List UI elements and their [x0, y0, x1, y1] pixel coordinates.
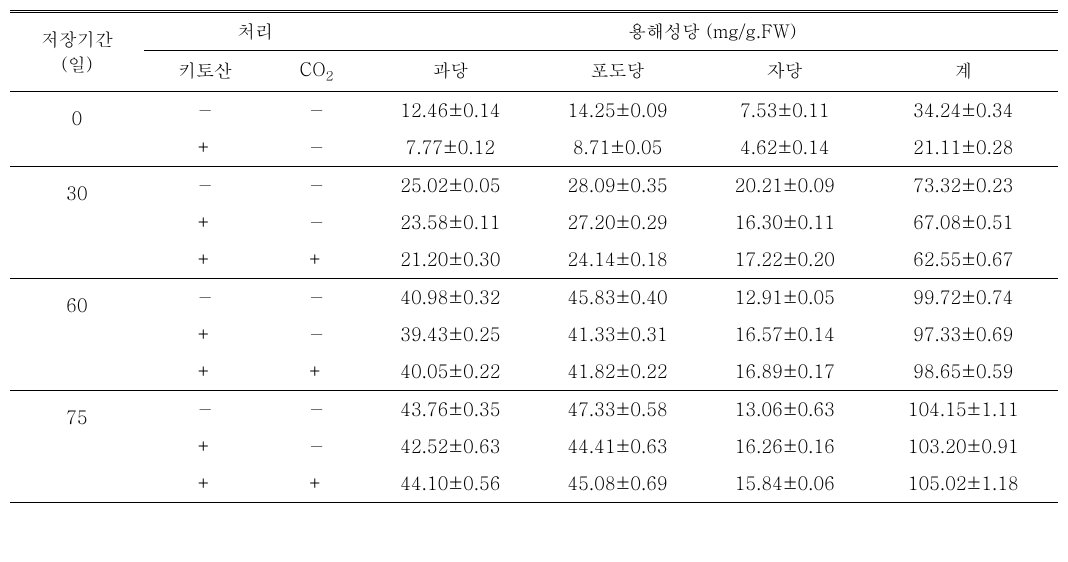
table-row: 0−−12.46±0.1414.25±0.097.53±0.1134.24±0.… [10, 91, 1058, 129]
table-row: +−7.77±0.128.71±0.054.62±0.1421.11±0.28 [10, 129, 1058, 167]
cell-sucrose: 12.91±0.05 [701, 278, 868, 316]
cell-glucose: 24.14±0.18 [534, 241, 701, 279]
cell-fructose: 21.20±0.30 [367, 241, 534, 279]
cell-total: 99.72±0.74 [868, 278, 1058, 316]
cell-sucrose: 17.22±0.20 [701, 241, 868, 279]
cell-total: 73.32±0.23 [868, 166, 1058, 204]
col-header-period: 저장기간 (일) [10, 12, 144, 92]
period-unit: (일) [61, 52, 93, 77]
cell-co2: − [266, 390, 366, 428]
cell-sucrose: 16.89±0.17 [701, 353, 868, 391]
cell-co2: − [266, 278, 366, 316]
cell-fructose: 23.58±0.11 [367, 204, 534, 241]
cell-chitosan: − [144, 166, 267, 204]
cell-fructose: 42.52±0.63 [367, 428, 534, 465]
cell-total: 103.20±0.91 [868, 428, 1058, 465]
cell-glucose: 28.09±0.35 [534, 166, 701, 204]
cell-fructose: 39.43±0.25 [367, 316, 534, 353]
cell-chitosan: + [144, 428, 267, 465]
cell-co2: + [266, 465, 366, 503]
cell-period: 30 [10, 166, 144, 278]
cell-sucrose: 20.21±0.09 [701, 166, 868, 204]
cell-fructose: 12.46±0.14 [367, 91, 534, 129]
cell-sucrose: 15.84±0.06 [701, 465, 868, 503]
cell-glucose: 41.82±0.22 [534, 353, 701, 391]
cell-total: 21.11±0.28 [868, 129, 1058, 167]
cell-sucrose: 13.06±0.63 [701, 390, 868, 428]
cell-co2: + [266, 241, 366, 279]
table-row: ++44.10±0.5645.08±0.6915.84±0.06105.02±1… [10, 465, 1058, 503]
cell-sucrose: 7.53±0.11 [701, 91, 868, 129]
cell-glucose: 47.33±0.58 [534, 390, 701, 428]
cell-co2: − [266, 204, 366, 241]
cell-total: 98.65±0.59 [868, 353, 1058, 391]
col-header-glucose: 포도당 [534, 51, 701, 92]
table-row: 30−−25.02±0.0528.09±0.3520.21±0.0973.32±… [10, 166, 1058, 204]
table-row: +−42.52±0.6344.41±0.6316.26±0.16103.20±0… [10, 428, 1058, 465]
table-row: +−39.43±0.2541.33±0.3116.57±0.1497.33±0.… [10, 316, 1058, 353]
table-row: 75−−43.76±0.3547.33±0.5813.06±0.63104.15… [10, 390, 1058, 428]
col-header-total: 계 [868, 51, 1058, 92]
table-row: 60−−40.98±0.3245.83±0.4012.91±0.0599.72±… [10, 278, 1058, 316]
table-row: +−23.58±0.1127.20±0.2916.30±0.1167.08±0.… [10, 204, 1058, 241]
cell-co2: − [266, 129, 366, 167]
col-header-soluble: 용해성당 (mg/g.FW) [367, 12, 1058, 51]
cell-period: 0 [10, 91, 144, 166]
cell-period: 60 [10, 278, 144, 390]
cell-co2: − [266, 428, 366, 465]
table-body: 0−−12.46±0.1414.25±0.097.53±0.1134.24±0.… [10, 91, 1058, 502]
cell-chitosan: − [144, 390, 267, 428]
cell-chitosan: + [144, 353, 267, 391]
cell-fructose: 43.76±0.35 [367, 390, 534, 428]
cell-glucose: 45.08±0.69 [534, 465, 701, 503]
cell-sucrose: 16.30±0.11 [701, 204, 868, 241]
cell-total: 67.08±0.51 [868, 204, 1058, 241]
table-header: 저장기간 (일) 처리 용해성당 (mg/g.FW) 키토산 CO2 과당 포도… [10, 12, 1058, 92]
cell-co2: − [266, 316, 366, 353]
cell-glucose: 8.71±0.05 [534, 129, 701, 167]
cell-fructose: 40.05±0.22 [367, 353, 534, 391]
cell-chitosan: + [144, 316, 267, 353]
cell-fructose: 7.77±0.12 [367, 129, 534, 167]
cell-glucose: 45.83±0.40 [534, 278, 701, 316]
period-label: 저장기간 [41, 27, 113, 52]
cell-chitosan: + [144, 204, 267, 241]
col-header-sucrose: 자당 [701, 51, 868, 92]
cell-chitosan: − [144, 278, 267, 316]
cell-chitosan: − [144, 91, 267, 129]
cell-fructose: 25.02±0.05 [367, 166, 534, 204]
co2-subscript: 2 [326, 66, 334, 85]
cell-period: 75 [10, 390, 144, 502]
cell-glucose: 27.20±0.29 [534, 204, 701, 241]
table-row: ++40.05±0.2241.82±0.2216.89±0.1798.65±0.… [10, 353, 1058, 391]
cell-co2: − [266, 166, 366, 204]
cell-glucose: 44.41±0.63 [534, 428, 701, 465]
cell-chitosan: + [144, 241, 267, 279]
cell-total: 105.02±1.18 [868, 465, 1058, 503]
cell-co2: + [266, 353, 366, 391]
cell-chitosan: + [144, 129, 267, 167]
cell-total: 62.55±0.67 [868, 241, 1058, 279]
cell-fructose: 40.98±0.32 [367, 278, 534, 316]
cell-chitosan: + [144, 465, 267, 503]
soluble-sugar-table: 저장기간 (일) 처리 용해성당 (mg/g.FW) 키토산 CO2 과당 포도… [10, 10, 1058, 503]
col-header-chitosan: 키토산 [144, 51, 267, 92]
co2-label: CO [300, 57, 326, 82]
cell-glucose: 14.25±0.09 [534, 91, 701, 129]
cell-fructose: 44.10±0.56 [367, 465, 534, 503]
cell-glucose: 41.33±0.31 [534, 316, 701, 353]
cell-total: 104.15±1.11 [868, 390, 1058, 428]
cell-sucrose: 16.57±0.14 [701, 316, 868, 353]
cell-co2: − [266, 91, 366, 129]
cell-total: 34.24±0.34 [868, 91, 1058, 129]
col-header-treatment: 처리 [144, 12, 367, 51]
col-header-fructose: 과당 [367, 51, 534, 92]
col-header-co2: CO2 [266, 51, 366, 92]
cell-sucrose: 16.26±0.16 [701, 428, 868, 465]
cell-total: 97.33±0.69 [868, 316, 1058, 353]
cell-sucrose: 4.62±0.14 [701, 129, 868, 167]
table-row: ++21.20±0.3024.14±0.1817.22±0.2062.55±0.… [10, 241, 1058, 279]
